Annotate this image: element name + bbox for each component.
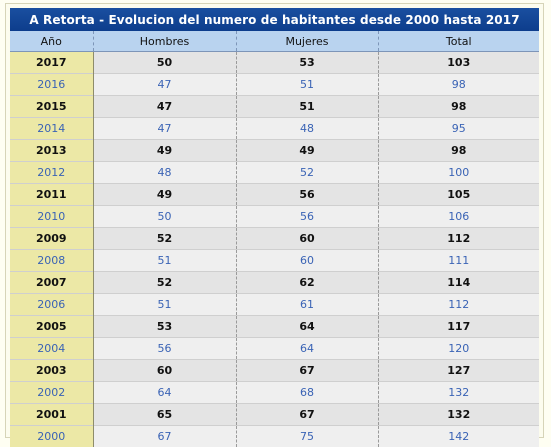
men-cell: 65 — [93, 404, 236, 426]
women-cell: 56 — [236, 206, 378, 228]
year-cell: 2014 — [10, 118, 93, 140]
table-title: A Retorta - Evolucion del numero de habi… — [10, 8, 539, 31]
women-cell: 68 — [236, 382, 378, 404]
women-cell: 51 — [236, 96, 378, 118]
table-frame: A Retorta - Evolucion del numero de habi… — [5, 3, 544, 438]
men-cell: 47 — [93, 96, 236, 118]
women-cell: 67 — [236, 404, 378, 426]
men-cell: 53 — [93, 316, 236, 338]
women-cell: 60 — [236, 228, 378, 250]
population-table: A Retorta - Evolucion del numero de habi… — [10, 8, 539, 447]
total-cell: 117 — [378, 316, 539, 338]
men-cell: 50 — [93, 206, 236, 228]
year-cell: 2002 — [10, 382, 93, 404]
men-cell: 51 — [93, 250, 236, 272]
total-cell: 106 — [378, 206, 539, 228]
column-header-year: Año — [10, 31, 93, 52]
men-cell: 64 — [93, 382, 236, 404]
year-cell: 2006 — [10, 294, 93, 316]
men-cell: 52 — [93, 228, 236, 250]
total-cell: 98 — [378, 96, 539, 118]
total-cell: 98 — [378, 74, 539, 96]
year-cell: 2011 — [10, 184, 93, 206]
men-cell: 49 — [93, 184, 236, 206]
column-header-total: Total — [378, 31, 539, 52]
year-cell: 2013 — [10, 140, 93, 162]
men-cell: 47 — [93, 74, 236, 96]
total-cell: 112 — [378, 228, 539, 250]
men-cell: 50 — [93, 52, 236, 74]
men-cell: 51 — [93, 294, 236, 316]
total-cell: 95 — [378, 118, 539, 140]
women-cell: 48 — [236, 118, 378, 140]
year-cell: 2012 — [10, 162, 93, 184]
total-cell: 127 — [378, 360, 539, 382]
total-cell: 132 — [378, 382, 539, 404]
total-cell: 103 — [378, 52, 539, 74]
total-cell: 98 — [378, 140, 539, 162]
year-cell: 2003 — [10, 360, 93, 382]
women-cell: 62 — [236, 272, 378, 294]
total-cell: 120 — [378, 338, 539, 360]
year-cell: 2008 — [10, 250, 93, 272]
year-cell: 2001 — [10, 404, 93, 426]
total-cell: 105 — [378, 184, 539, 206]
year-cell: 2017 — [10, 52, 93, 74]
year-cell: 2004 — [10, 338, 93, 360]
men-cell: 47 — [93, 118, 236, 140]
women-cell: 51 — [236, 74, 378, 96]
men-cell: 60 — [93, 360, 236, 382]
column-header-men: Hombres — [93, 31, 236, 52]
total-cell: 111 — [378, 250, 539, 272]
men-cell: 49 — [93, 140, 236, 162]
year-cell: 2016 — [10, 74, 93, 96]
women-cell: 53 — [236, 52, 378, 74]
table-header-row: Año Hombres Mujeres Total — [10, 31, 539, 52]
women-cell: 64 — [236, 338, 378, 360]
total-cell: 132 — [378, 404, 539, 426]
women-cell: 49 — [236, 140, 378, 162]
men-cell: 52 — [93, 272, 236, 294]
women-cell: 64 — [236, 316, 378, 338]
year-cell: 2015 — [10, 96, 93, 118]
year-cell: 2010 — [10, 206, 93, 228]
men-cell: 48 — [93, 162, 236, 184]
year-cell: 2007 — [10, 272, 93, 294]
men-cell: 56 — [93, 338, 236, 360]
women-cell: 52 — [236, 162, 378, 184]
total-cell: 112 — [378, 294, 539, 316]
total-cell: 114 — [378, 272, 539, 294]
year-cell: 2009 — [10, 228, 93, 250]
population-table-container: A Retorta - Evolucion del numero de habi… — [10, 8, 539, 447]
year-cell: 2005 — [10, 316, 93, 338]
women-cell: 60 — [236, 250, 378, 272]
women-cell: 67 — [236, 360, 378, 382]
women-cell: 56 — [236, 184, 378, 206]
total-cell: 100 — [378, 162, 539, 184]
women-cell: 61 — [236, 294, 378, 316]
column-header-women: Mujeres — [236, 31, 378, 52]
